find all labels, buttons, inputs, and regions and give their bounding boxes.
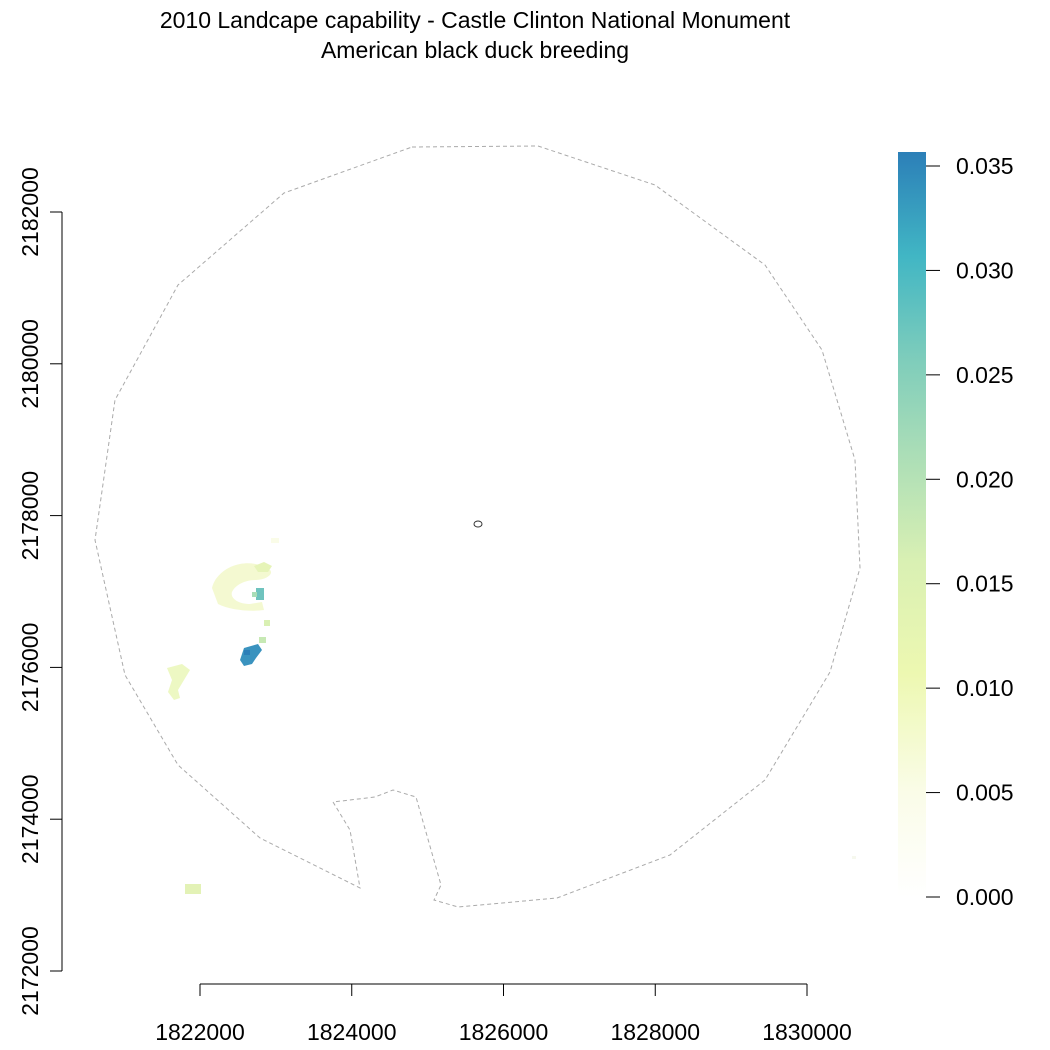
legend-tick-label: 0.035 bbox=[956, 153, 1014, 179]
habitat-patch bbox=[852, 856, 856, 859]
habitat-patch bbox=[271, 538, 279, 543]
study-area-boundary bbox=[94, 145, 861, 908]
y-tick-label: 2172000 bbox=[17, 926, 43, 1016]
y-tick-label: 2178000 bbox=[17, 471, 43, 561]
y-axis: 2172000 2174000 2176000 2178000 2180000 21820… bbox=[17, 167, 63, 1016]
map-subtitle: American black duck breeding bbox=[320, 37, 630, 63]
legend-colorbar: 0.000 0.005 0.010 0.015 0.020 0.025 0.030 0.035 bbox=[898, 152, 1014, 910]
y-tick-label: 2176000 bbox=[17, 623, 43, 713]
habitat-patch bbox=[212, 563, 272, 611]
legend-tick-label: 0.005 bbox=[956, 780, 1014, 806]
habitat-patch bbox=[256, 588, 264, 600]
y-tick-label: 2174000 bbox=[17, 774, 43, 864]
habitat-patch bbox=[259, 637, 266, 643]
map-title: 2010 Landcape capability - Castle Clinto… bbox=[159, 7, 791, 33]
legend-tick-label: 0.010 bbox=[956, 675, 1014, 701]
legend-tick-label: 0.025 bbox=[956, 362, 1014, 388]
habitat-patch bbox=[167, 664, 190, 700]
x-axis: 1822000 1824000 1826000 1828000 1830000 bbox=[155, 983, 852, 1045]
habitat-patch bbox=[252, 592, 257, 597]
x-tick-label: 1822000 bbox=[155, 1019, 245, 1045]
habitat-patch bbox=[264, 620, 270, 626]
legend-tick-label: 0.000 bbox=[956, 884, 1014, 910]
habitat-patch bbox=[244, 650, 250, 655]
habitat-patch bbox=[240, 644, 262, 666]
habitat-raster bbox=[167, 538, 856, 894]
legend-tick-label: 0.030 bbox=[956, 257, 1014, 283]
habitat-patch bbox=[254, 562, 272, 572]
x-tick-label: 1828000 bbox=[610, 1019, 700, 1045]
x-tick-label: 1826000 bbox=[459, 1019, 549, 1045]
legend-tick-label: 0.015 bbox=[956, 571, 1014, 597]
legend-tick-label: 0.020 bbox=[956, 466, 1014, 492]
monument-marker bbox=[473, 520, 483, 528]
y-tick-label: 2180000 bbox=[17, 319, 43, 409]
x-tick-label: 1824000 bbox=[307, 1019, 397, 1045]
y-tick-label: 2182000 bbox=[17, 167, 43, 257]
habitat-patch bbox=[185, 884, 201, 894]
x-tick-label: 1830000 bbox=[762, 1019, 852, 1045]
